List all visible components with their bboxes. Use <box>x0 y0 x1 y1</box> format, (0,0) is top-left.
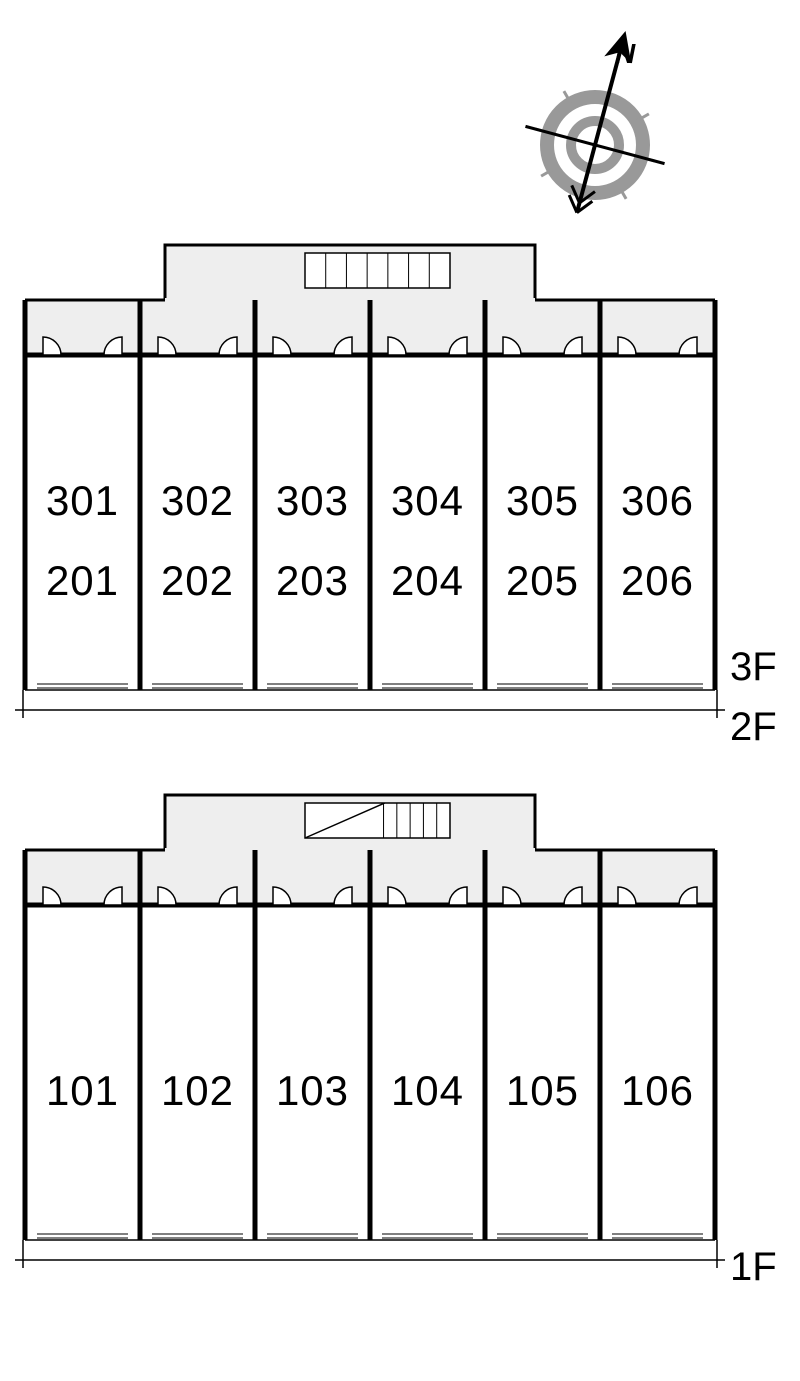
unit-label: 106 <box>621 1067 694 1114</box>
unit-label: 205 <box>506 557 579 604</box>
unit-label: 303 <box>276 477 349 524</box>
staircase-icon <box>305 253 450 288</box>
unit-label: 105 <box>506 1067 579 1114</box>
floor-label: 3F <box>730 645 777 689</box>
unit-label: 301 <box>46 477 119 524</box>
unit-label: 305 <box>506 477 579 524</box>
unit-label: 104 <box>391 1067 464 1114</box>
unit-label: 102 <box>161 1067 234 1114</box>
unit-label: 204 <box>391 557 464 604</box>
unit-label: 201 <box>46 557 119 604</box>
compass-icon: N <box>507 12 695 231</box>
unit-label: 101 <box>46 1067 119 1114</box>
unit-label: 304 <box>391 477 464 524</box>
floor-label: 1F <box>730 1245 777 1289</box>
staircase-icon <box>305 803 450 838</box>
unit-label: 203 <box>276 557 349 604</box>
floor-plan-diagram: N 301 302 303 304 305 306 201 202 203 204 205 206 3F 2… <box>0 0 800 1381</box>
unit-label: 202 <box>161 557 234 604</box>
unit-label: 306 <box>621 477 694 524</box>
floor-label: 2F <box>730 705 777 749</box>
unit-label: 302 <box>161 477 234 524</box>
building-block-lower: 101 102 103 104 105 106 1F <box>15 795 777 1289</box>
unit-label: 103 <box>276 1067 349 1114</box>
building-block-upper: 301 302 303 304 305 306 201 202 203 204 205 206 3F 2F <box>15 245 777 749</box>
compass-label: N <box>615 38 636 69</box>
unit-label: 206 <box>621 557 694 604</box>
